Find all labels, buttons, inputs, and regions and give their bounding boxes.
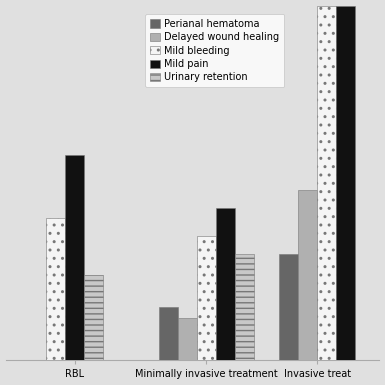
Bar xyxy=(216,208,235,360)
Bar xyxy=(279,254,298,360)
Bar xyxy=(178,318,197,360)
Bar xyxy=(84,275,103,360)
Legend: Perianal hematoma, Delayed wound healing, Mild bleeding, Mild pain, Urinary rete: Perianal hematoma, Delayed wound healing… xyxy=(145,14,285,87)
Bar xyxy=(46,218,65,360)
Bar xyxy=(235,254,254,360)
Bar xyxy=(159,307,178,360)
Bar xyxy=(197,236,216,360)
Bar xyxy=(298,190,317,360)
Bar xyxy=(317,5,336,360)
Bar xyxy=(336,5,355,360)
Bar xyxy=(65,155,84,360)
